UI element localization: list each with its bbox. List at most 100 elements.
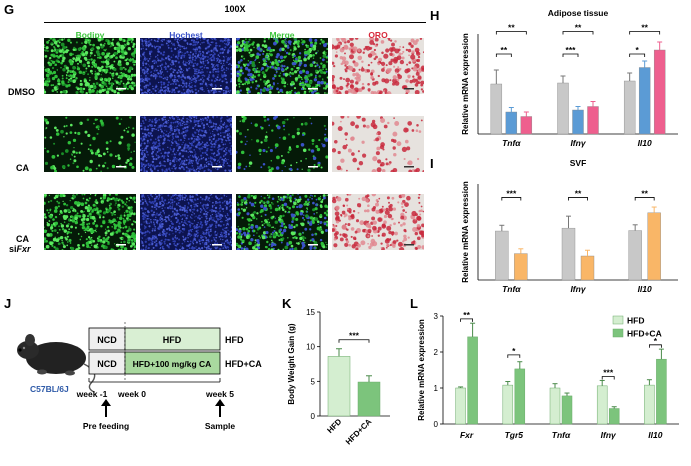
bar: [549, 387, 561, 425]
x-tick-label: Ifnγ: [570, 284, 586, 294]
significance-label: ***: [349, 331, 360, 341]
bar: [587, 106, 599, 135]
group-hfd-ca-label: HFD+CA: [225, 359, 262, 369]
x-tick-label: Il10: [648, 430, 662, 440]
y-tick-label: 5: [311, 377, 316, 386]
significance-label: **: [575, 188, 582, 198]
micrograph-r1-c2: [140, 38, 232, 94]
panel-i-label: I: [430, 156, 434, 171]
significance-label: **: [508, 23, 515, 33]
bar: [623, 80, 636, 135]
bar: [327, 356, 351, 417]
legend-label: HFD: [627, 316, 644, 326]
micrograph-r1-c4: [332, 38, 424, 94]
y-axis-label: Relative mRNA expression: [417, 319, 426, 421]
bar: [608, 408, 620, 425]
significance-label: **: [641, 188, 648, 198]
arrow-up-icon: [101, 399, 111, 417]
y-tick-label: 0: [434, 420, 439, 429]
x-tick-label: Il10: [638, 138, 652, 148]
panel-h-label: H: [430, 8, 440, 23]
significance-label: ***: [566, 45, 577, 55]
sample-label: Sample: [205, 421, 236, 431]
bar: [520, 116, 533, 135]
micrograph-r2-c2: [140, 116, 232, 172]
significance-bracket: [495, 53, 512, 57]
bar: [644, 384, 655, 425]
bar: [495, 230, 509, 281]
significance-bracket: [495, 31, 527, 35]
magnification-line: [44, 22, 426, 23]
x-tick-label: Tgr5: [505, 430, 524, 440]
y-tick-label: 3: [434, 312, 439, 321]
micrograph-r1-c1: [44, 38, 136, 94]
bar: [514, 253, 528, 281]
x-tick-label: Fxr: [460, 430, 474, 440]
pre-feeding-label: Pre feeding: [83, 421, 129, 431]
bar: [561, 395, 573, 425]
row-label-dmso: DMSO: [8, 87, 35, 97]
bar: [455, 387, 466, 425]
micrograph-r2-c3: [236, 116, 328, 172]
significance-bracket: [568, 197, 588, 201]
mouse-icon: [17, 334, 96, 393]
experiment-timeline: C57BL/6J NCD NCD HFD HFD+100 mg/kg CA HF…: [17, 322, 262, 431]
bar: [647, 212, 661, 281]
legend-label: HFD+CA: [627, 329, 662, 339]
col-title-hochest: Hochest: [169, 30, 203, 40]
significance-label: **: [641, 23, 648, 33]
col-title-oro: ORO: [368, 30, 388, 40]
x-tick-label: HFD+CA: [344, 417, 374, 447]
ncd-label-top: NCD: [97, 335, 117, 345]
magnification-label: 100X: [224, 4, 246, 14]
significance-label: *: [654, 336, 658, 346]
micrograph-r3-c4: [332, 194, 424, 250]
panel-j-label: J: [4, 296, 12, 311]
panel-g-label: G: [4, 2, 15, 17]
bar: [557, 82, 569, 135]
significance-bracket: [601, 376, 615, 380]
chart-title: SVF: [570, 158, 587, 168]
row3-gene: Fxr: [16, 244, 31, 254]
group-hfd-label: HFD: [225, 335, 244, 345]
arrow-up-icon: [215, 399, 225, 417]
x-tick-label: HFD: [325, 417, 343, 435]
bar: [572, 109, 584, 135]
col-title-merge: Merge: [269, 30, 295, 40]
bar: [502, 384, 514, 425]
x-tick-label: Il10: [638, 284, 652, 294]
y-tick-label: 15: [306, 308, 315, 317]
legend-swatch: [612, 315, 624, 325]
significance-bracket: [338, 339, 370, 343]
hfd-ca-label: HFD+100 mg/kg CA: [133, 359, 212, 369]
bar: [653, 49, 666, 135]
significance-bracket: [507, 354, 521, 358]
significance-bracket: [629, 31, 661, 35]
significance-bracket: [562, 31, 594, 35]
x-tick-label: Tnfα: [502, 284, 521, 294]
panel-k-label: K: [282, 296, 292, 311]
x-tick-label: Tnfα: [502, 138, 521, 148]
significance-label: **: [463, 310, 470, 320]
y-tick-label: 1: [434, 384, 439, 393]
row3-line1: CA: [16, 234, 29, 244]
legend-swatch: [612, 328, 624, 338]
y-axis-label: Relative mRNA expression: [461, 33, 470, 135]
chart-adipose-tissue: Adipose tissue Relative mRNA expression Tn…: [461, 8, 678, 148]
significance-bracket: [501, 197, 522, 201]
hfd-label: HFD: [163, 335, 182, 345]
week0-label: week 0: [117, 389, 146, 399]
significance-label: **: [575, 23, 582, 33]
panel-l-label: L: [410, 296, 418, 311]
bar: [638, 67, 651, 135]
significance-bracket: [649, 344, 662, 348]
significance-label: ***: [506, 188, 517, 198]
significance-label: *: [636, 45, 640, 55]
significance-bracket: [629, 53, 646, 57]
bar: [628, 230, 642, 281]
y-axis-label: Body Weight Gain (g): [287, 323, 296, 405]
significance-label: ***: [603, 367, 614, 377]
y-tick-label: 2: [434, 348, 439, 357]
row3-prefix: si: [9, 244, 17, 254]
micrograph-r3-c1: [44, 194, 136, 250]
